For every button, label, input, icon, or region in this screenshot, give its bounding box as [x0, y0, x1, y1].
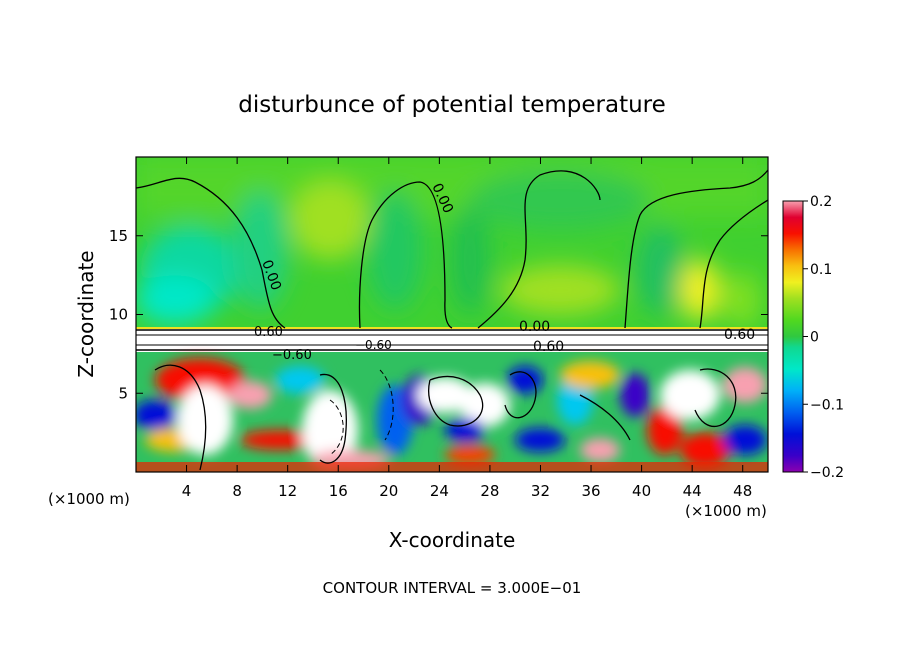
- contour-label: −0.60: [355, 338, 392, 352]
- tropopause-band: [136, 328, 768, 352]
- y-tick-label: 5: [118, 384, 128, 402]
- x-tick-label: 4: [182, 482, 192, 500]
- chart-title: disturbunce of potential temperature: [238, 92, 666, 118]
- negative-contours: [329, 369, 394, 456]
- colorbar: 0.2 0.1 0 −0.1 −0.2: [782, 194, 844, 481]
- x-tick-label: 44: [683, 482, 702, 500]
- x-tick-label: 20: [379, 482, 398, 500]
- colorbar-tick-label: 0: [810, 330, 819, 346]
- contour-label: 0.60: [533, 339, 564, 355]
- x-tick-label: 16: [329, 482, 348, 500]
- y-axis-title: Z-coordinate: [74, 250, 98, 377]
- contour-label: −0.60: [272, 348, 312, 363]
- contour-label: 0.60: [254, 325, 283, 340]
- y-tick-label: 10: [109, 306, 128, 324]
- x-axis: 4 8 12 16 20 24 28 32 36 40 44 48: [182, 157, 752, 500]
- colorbar-gradient: [782, 200, 804, 473]
- contour-lines: [136, 169, 768, 471]
- x-tick-label: 40: [632, 482, 651, 500]
- x-tick-label: 28: [480, 482, 499, 500]
- x-tick-label: 48: [733, 482, 752, 500]
- x-tick-label: 36: [581, 482, 600, 500]
- colorbar-tick-label: 0.2: [810, 194, 832, 210]
- x-tick-label: 24: [430, 482, 449, 500]
- colorbar-tick-label: −0.2: [810, 465, 844, 481]
- colorbar-ticks: 0.2 0.1 0 −0.1 −0.2: [803, 194, 844, 481]
- x-tick-label: 12: [278, 482, 297, 500]
- lower-layer-field: [136, 352, 768, 472]
- colorbar-tick-label: −0.1: [810, 397, 844, 413]
- contour-label: 0.60: [724, 327, 755, 343]
- plot-area: [136, 157, 768, 472]
- x-tick-label: 32: [531, 482, 550, 500]
- x-unit-label-left: (×1000 m): [48, 490, 130, 508]
- x-unit-label-right: (×1000 m): [685, 502, 767, 520]
- y-tick-label: 15: [109, 227, 128, 245]
- upper-layer-field: [136, 157, 768, 328]
- contour-label: 0.00: [519, 319, 550, 335]
- y-axis: 5 10 15: [109, 227, 768, 402]
- colorbar-tick-label: 0.1: [810, 262, 832, 278]
- contour-interval-note: CONTOUR INTERVAL = 3.000E−01: [323, 579, 582, 597]
- x-tick-label: 8: [232, 482, 242, 500]
- x-axis-title: X-coordinate: [389, 528, 516, 552]
